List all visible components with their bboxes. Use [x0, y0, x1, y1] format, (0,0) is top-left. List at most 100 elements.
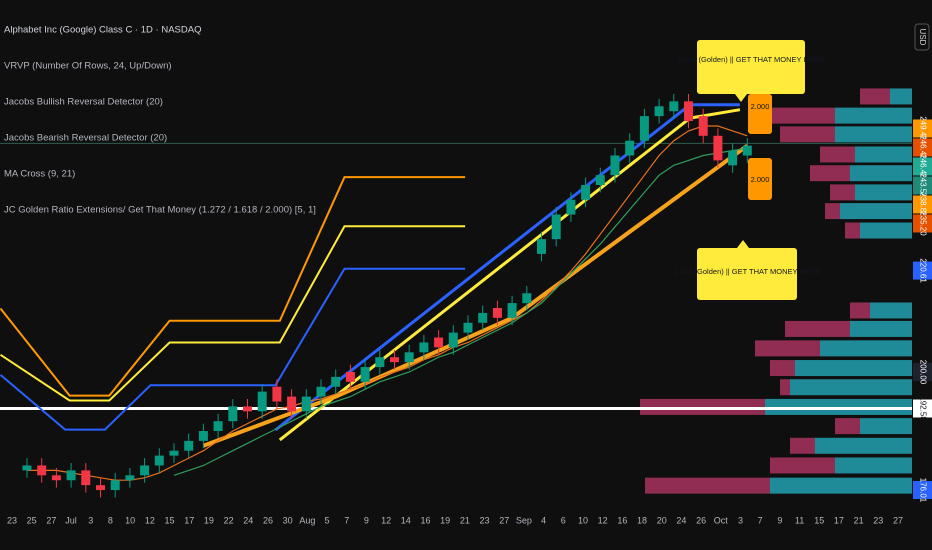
x-tick-label: 5	[325, 515, 330, 525]
ma-line	[173, 147, 748, 476]
candle-body	[522, 293, 532, 304]
x-tick-label: 7	[344, 515, 349, 525]
candle-body	[390, 357, 399, 363]
x-tick-label: 27	[893, 515, 903, 525]
x-tick-label: 12	[145, 515, 155, 525]
candle-body	[301, 396, 311, 412]
candle-body	[360, 367, 370, 382]
profile-down	[850, 302, 870, 319]
indicator[interactable]: JC Golden Ratio Extensions/ Get That Mon…	[4, 205, 316, 216]
candle-body	[243, 406, 252, 412]
level-line	[0, 225, 466, 402]
candle-body	[625, 140, 635, 156]
candle-body	[448, 332, 458, 348]
x-tick-label: 27	[499, 515, 509, 525]
candle-body	[345, 371, 355, 382]
candle-body	[125, 475, 135, 481]
x-tick-label: 27	[46, 515, 56, 525]
x-tick-label: 9	[777, 515, 782, 525]
profile-up	[860, 418, 912, 435]
price-label: 192.58	[918, 396, 927, 421]
candle-body	[537, 239, 546, 254]
profile-up	[840, 203, 912, 220]
profile-up	[860, 222, 912, 239]
callout-box	[697, 248, 797, 300]
profile-down	[835, 418, 860, 435]
candle-body	[96, 485, 105, 491]
x-tick-label: 16	[420, 515, 430, 525]
profile-up	[850, 165, 912, 182]
candle-body	[213, 421, 223, 432]
profile-up	[770, 477, 912, 494]
x-tick-label: 17	[184, 515, 194, 525]
annotation: 2.000	[751, 175, 770, 184]
profile-up	[795, 360, 912, 377]
chart-title: Alphabet Inc (Google) Class C · 1D · NAS…	[4, 25, 201, 36]
profile-down	[645, 477, 770, 494]
price-label-bg	[913, 214, 932, 233]
profile-up	[855, 146, 912, 163]
candle-body	[610, 155, 620, 176]
x-tick-label: 15	[165, 515, 175, 525]
price-label: 246.48	[918, 135, 927, 160]
profile-down	[770, 457, 835, 474]
profile-down	[640, 398, 765, 415]
indicator[interactable]: VRVP (Number Of Rows, 24, Up/Down)	[4, 61, 172, 72]
x-tick-label: 15	[814, 515, 824, 525]
callout-pointer	[737, 240, 749, 248]
price-label-bg	[913, 399, 932, 418]
x-tick-label: 19	[440, 515, 450, 525]
price-label-bg	[913, 157, 932, 176]
candle-body	[154, 455, 164, 466]
x-tick-label: 22	[224, 515, 234, 525]
annotation: 2.000	[751, 102, 770, 111]
currency-box[interactable]	[914, 23, 930, 51]
x-tick-label: 26	[696, 515, 706, 525]
callout-box	[697, 40, 805, 94]
price-label-bg	[913, 481, 932, 500]
x-tick-label: 14	[401, 515, 411, 525]
candle-body	[478, 312, 488, 323]
level-line	[0, 267, 466, 431]
plot-area	[0, 88, 912, 498]
x-tick-label: 16	[617, 515, 627, 525]
x-tick-label: 7	[758, 515, 763, 525]
indicator[interactable]: Jacobs Bearish Reversal Detector (20)	[4, 133, 167, 144]
candle-body	[654, 106, 664, 117]
x-tick-label: 25	[27, 515, 37, 525]
profile-up	[765, 398, 912, 415]
profile-down	[860, 88, 890, 105]
price-label: 235.20	[918, 211, 927, 236]
candle-body	[419, 342, 429, 353]
legend: Alphabet Inc (Google) Class C · 1D · NAS…	[4, 25, 316, 216]
price-label: 246.45	[918, 154, 927, 179]
candle-body	[51, 475, 61, 481]
candle-body	[551, 214, 561, 240]
candle-body	[140, 465, 150, 476]
profile-up	[815, 437, 912, 454]
price-label-bg	[913, 138, 932, 157]
profile-down	[770, 107, 835, 124]
candle-body	[110, 480, 120, 491]
indicator[interactable]: MA Cross (9, 21)	[4, 169, 75, 180]
currency: USD	[918, 29, 927, 46]
profile-up	[835, 457, 912, 474]
price-label: 220.61	[918, 258, 927, 283]
candle-body	[404, 352, 414, 363]
x-tick-label: 18	[637, 515, 647, 525]
x-tick-label: 21	[460, 515, 470, 525]
candle-body	[81, 470, 91, 486]
price-label: 238.88	[918, 192, 927, 217]
profile-down	[810, 165, 850, 182]
x-tick-label: 24	[676, 515, 686, 525]
profile-down	[820, 146, 855, 163]
candle-body	[698, 116, 708, 136]
level-line	[0, 176, 466, 397]
indicator[interactable]: Jacobs Bullish Reversal Detector (20)	[4, 97, 163, 108]
x-tick-label: 17	[834, 515, 844, 525]
x-tick-label: 3	[738, 515, 743, 525]
price-label-bg	[913, 195, 932, 214]
callout-box	[748, 158, 772, 200]
